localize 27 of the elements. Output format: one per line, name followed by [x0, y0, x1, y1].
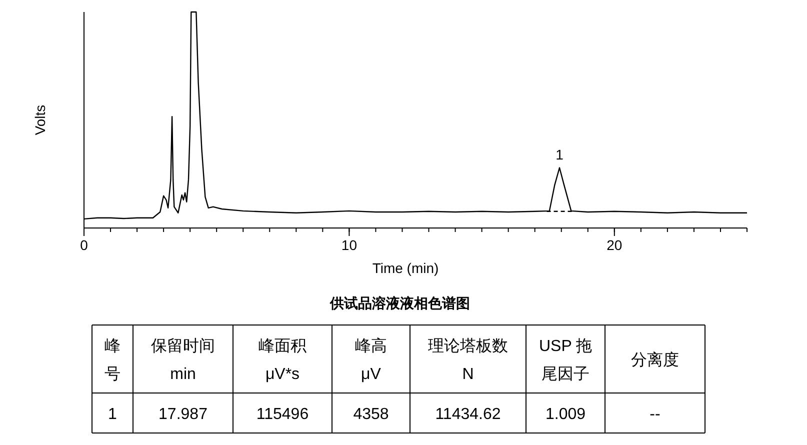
- category-label: 峰: [104, 338, 120, 355]
- category-label: 峰高: [355, 338, 387, 355]
- x-tick-label: 0: [80, 237, 88, 253]
- text: 11434.62: [435, 406, 501, 423]
- text: 4358: [353, 406, 389, 423]
- text: 17.987: [158, 406, 208, 423]
- text: 115496: [256, 406, 309, 423]
- y-axis-title: Volts: [32, 104, 48, 136]
- category-label: μV*s: [265, 366, 300, 383]
- x-tick-label: 20: [606, 237, 622, 253]
- text: 1.009: [545, 406, 586, 423]
- category-label: 号: [104, 366, 120, 383]
- category-label: 分离度: [631, 352, 679, 369]
- category-label: μV: [361, 366, 381, 383]
- category-label: N: [462, 366, 474, 383]
- x-axis-title: Time (min): [372, 260, 439, 276]
- category-label: 理论塔板数: [428, 338, 508, 355]
- annotation: 1: [556, 146, 564, 163]
- category-label: 峰面积: [258, 338, 306, 355]
- category-label: min: [170, 366, 196, 383]
- text: 1: [108, 406, 118, 423]
- x-tick-label: 10: [341, 237, 358, 253]
- category-label: 尾因子: [542, 366, 590, 383]
- text: 供试品溶液液相色谱图: [329, 295, 470, 312]
- category-label: 保留时间: [151, 338, 215, 355]
- text: --: [650, 406, 660, 423]
- category-label: USP 拖: [538, 338, 592, 355]
